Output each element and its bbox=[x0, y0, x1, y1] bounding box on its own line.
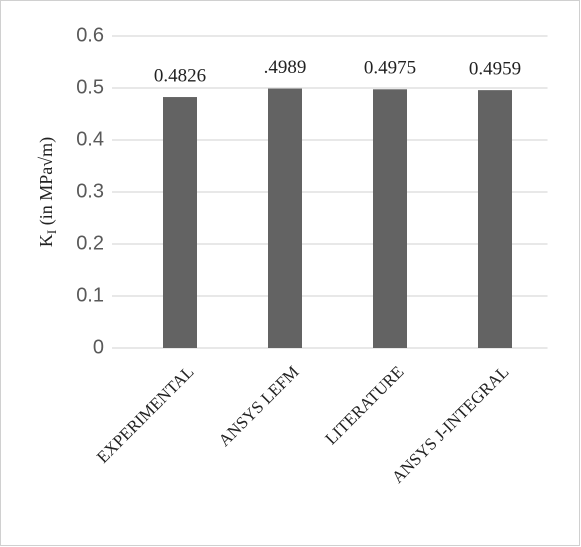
value-label: 0.4959 bbox=[469, 58, 521, 79]
value-label: .4989 bbox=[264, 57, 307, 78]
y-tick-label: 0.5 bbox=[76, 76, 104, 98]
value-label: 0.4975 bbox=[364, 58, 416, 79]
y-label-rest: (in MPa√m) bbox=[36, 137, 57, 230]
y-tick-label: 0.1 bbox=[76, 284, 104, 306]
y-label-sub: I bbox=[44, 230, 59, 234]
y-tick-label: 0.3 bbox=[76, 180, 104, 202]
bar bbox=[163, 97, 197, 348]
bar bbox=[478, 90, 512, 348]
y-tick-label: 0.2 bbox=[76, 232, 104, 254]
y-tick-label: 0 bbox=[93, 336, 104, 358]
y-label-main: K bbox=[36, 234, 56, 247]
y-tick-label: 0.4 bbox=[76, 128, 104, 150]
value-label: 0.4826 bbox=[154, 65, 206, 86]
bar bbox=[268, 88, 302, 349]
bar bbox=[373, 89, 407, 349]
y-axis-label: KI (in MPa√m) bbox=[36, 137, 59, 247]
y-tick-label: 0.6 bbox=[76, 24, 104, 46]
